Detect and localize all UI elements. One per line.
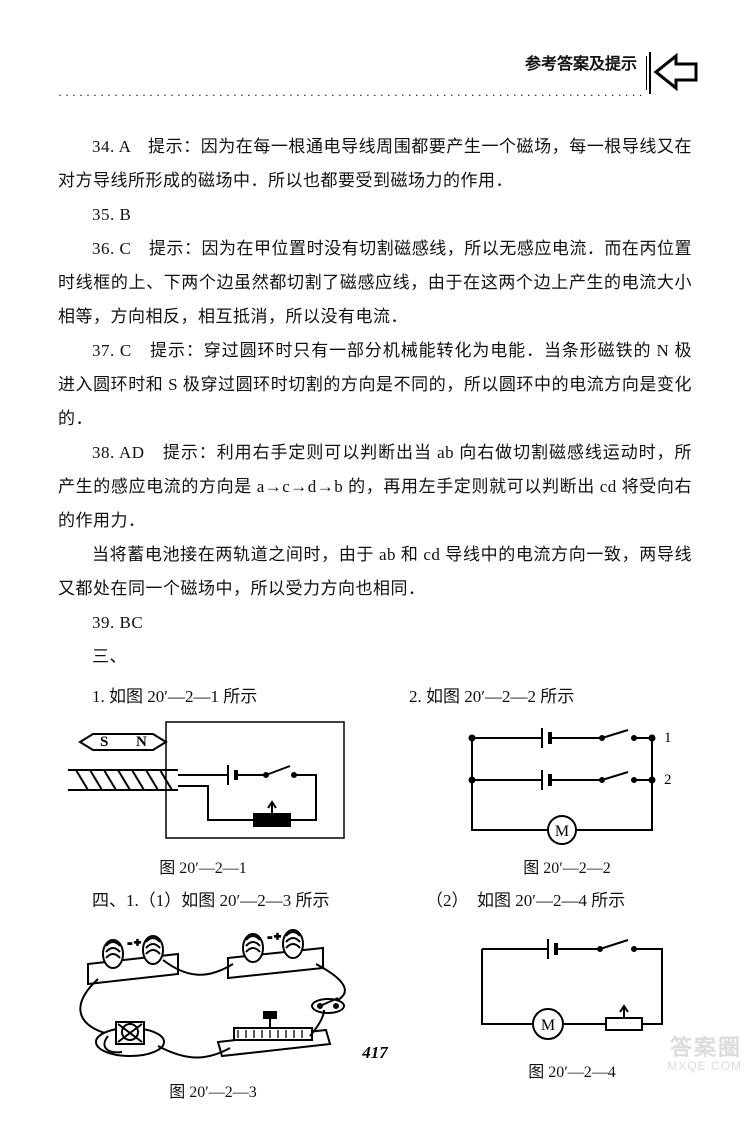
page-header: 参考答案及提示 ································…: [58, 50, 692, 120]
header-title: 参考答案及提示: [525, 50, 637, 74]
para-34: 34. A 提示：因为在每一根通电导线周围都要产生一个磁场，每一根导线又在对方导…: [58, 130, 692, 198]
watermark-line1: 答案圈: [667, 1036, 742, 1060]
body-text: 34. A 提示：因为在每一根通电导线周围都要产生一个磁场，每一根导线又在对方导…: [58, 130, 692, 1102]
fig2-label: 2. 如图 20′—2—2 所示: [375, 680, 692, 714]
watermark-line2: MXQE.COM: [667, 1060, 742, 1073]
para-36: 36. C 提示：因为在甲位置时没有切割磁感线，所以无感应电流．而在丙位置时线框…: [58, 232, 692, 334]
watermark: 答案圈 MXQE.COM: [667, 1036, 742, 1073]
para-35: 35. B: [58, 198, 692, 232]
figure-2: M 1 2 图 20′—2—2: [442, 720, 692, 878]
figure-1-caption: 图 20′—2—1: [58, 854, 348, 878]
header-divider: ········································…: [58, 88, 642, 103]
section-4-label-b: （2） 如图 20′—2—4 所示: [375, 884, 692, 918]
para-39: 39. BC: [58, 606, 692, 640]
svg-text:- +: - +: [268, 931, 281, 943]
svg-text:- +: - +: [128, 937, 141, 949]
para-37: 37. C 提示：穿过圆环时只有一部分机械能转化为电能．当条形磁铁的 N 极进入…: [58, 334, 692, 436]
para-38b: 当将蓄电池接在两轨道之间时，由于 ab 和 cd 导线中的电流方向一致，两导线又…: [58, 538, 692, 606]
page-number: 417: [0, 1043, 750, 1063]
arrow-icon: [646, 44, 702, 100]
section-4-label-a: 四、1.（1）如图 20′—2—3 所示: [58, 884, 375, 918]
fig2-motor-label: M: [555, 823, 569, 840]
figure-3-caption: 图 20′—2—3: [58, 1078, 368, 1102]
fig1-label: 1. 如图 20′—2—1 所示: [58, 680, 375, 714]
figure-1: S N: [58, 720, 348, 878]
section-3-heading: 三、: [58, 640, 692, 674]
fig2-switch1-label: 1: [664, 730, 672, 746]
figure-4: M 图 20′—2—4: [452, 924, 692, 1102]
fig4-motor-label: M: [541, 1017, 555, 1034]
figure-3: - + - +: [58, 924, 368, 1102]
fig1-label-n: N: [136, 734, 147, 750]
figure-2-caption: 图 20′—2—2: [442, 854, 692, 878]
fig1-label-s: S: [100, 734, 108, 750]
fig2-switch2-label: 2: [664, 772, 672, 788]
para-38a: 38. AD 提示：利用右手定则可以判断出当 ab 向右做切割磁感线运动时，所产…: [58, 436, 692, 538]
